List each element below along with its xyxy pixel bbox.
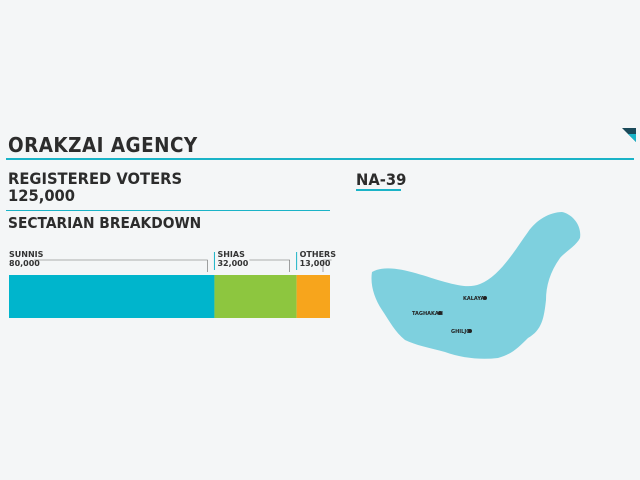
voters-divider: [6, 210, 330, 211]
town-label-kalaya: KALAYA: [463, 296, 484, 302]
breakdown-heading: SECTARIAN BREAKDOWN: [8, 214, 202, 232]
bar-sunnis: [9, 275, 215, 318]
corner-flag-accent-icon: [628, 134, 636, 142]
district-map: KALAYA TAGHAKAN GHILJO: [371, 212, 581, 359]
segment-value-others: 13,000: [300, 259, 331, 268]
town-marker-taghakan: [438, 311, 442, 315]
constituency-label: NA-39: [356, 170, 407, 189]
title-divider: [6, 158, 634, 160]
leader-line-sunnis: [34, 259, 208, 272]
segment-label-shias: SHIAS: [217, 250, 245, 259]
town-label-ghiljo: GHILJO: [451, 329, 470, 335]
page-title: ORAKZAI AGENCY: [8, 133, 198, 157]
town-label-taghakan: TAGHAKAN: [412, 311, 443, 317]
leader-line-others: [322, 259, 332, 272]
constituency-underline: [356, 189, 401, 191]
segment-value-sunnis: 80,000: [9, 259, 40, 268]
registered-voters-value: 125,000: [8, 186, 76, 205]
segment-label-sunnis: SUNNIS: [9, 250, 44, 259]
leader-line-shias: [249, 259, 290, 272]
bar-shias: [214, 275, 297, 318]
segment-label-others: OTHERS: [300, 250, 337, 259]
town-marker-ghiljo: [468, 329, 472, 333]
segment-value-shias: 32,000: [217, 259, 248, 268]
district-shape: [371, 212, 581, 359]
bar-others: [296, 275, 330, 318]
town-marker-kalaya: [483, 296, 487, 300]
registered-voters-label: REGISTERED VOTERS: [8, 169, 183, 188]
